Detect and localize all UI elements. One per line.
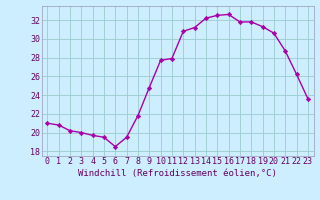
X-axis label: Windchill (Refroidissement éolien,°C): Windchill (Refroidissement éolien,°C) (78, 169, 277, 178)
